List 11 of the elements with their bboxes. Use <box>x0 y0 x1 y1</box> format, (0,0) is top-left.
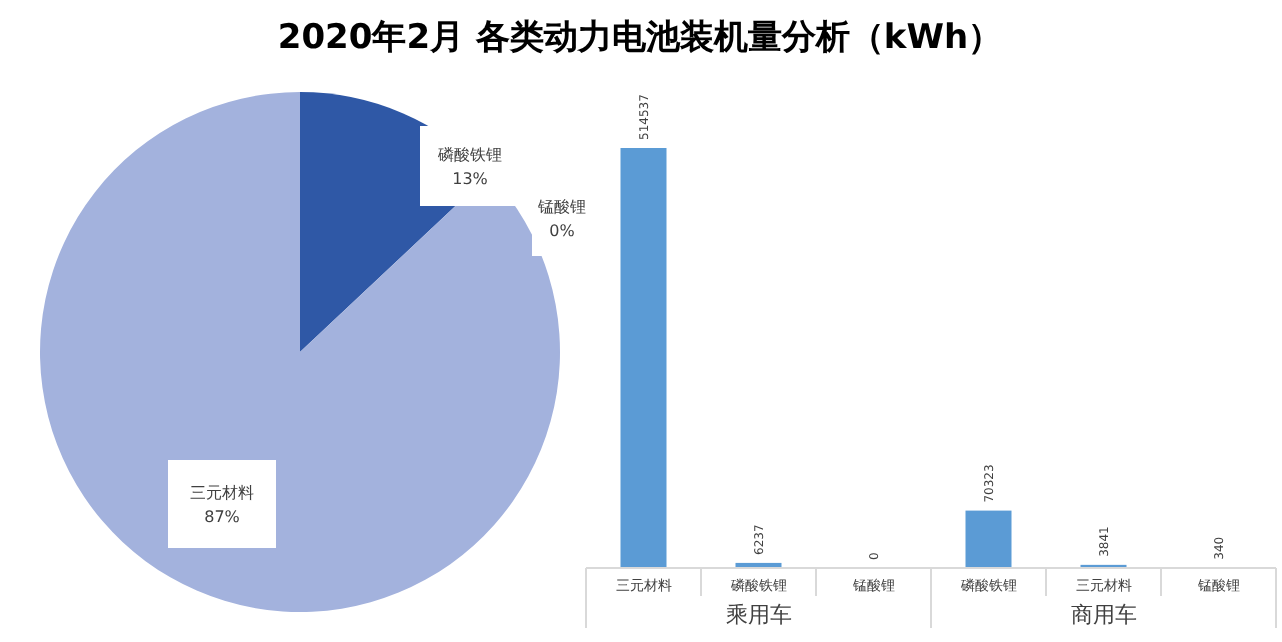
category-label: 锰酸锂 <box>538 198 586 216</box>
text: 2020年2月 各类动力电池装机量分析（kWh） <box>277 18 1003 58</box>
data-label: 87% <box>204 508 241 526</box>
bar <box>965 510 1012 568</box>
text: 0% <box>549 222 575 240</box>
text: 商用车 <box>1070 602 1137 628</box>
data-label: 13% <box>452 170 489 188</box>
slice-label: 三元材料 <box>190 484 254 502</box>
slice-label: 磷酸铁锂 <box>436 146 502 164</box>
text: 乘用车 <box>725 602 792 628</box>
bar <box>620 148 667 568</box>
